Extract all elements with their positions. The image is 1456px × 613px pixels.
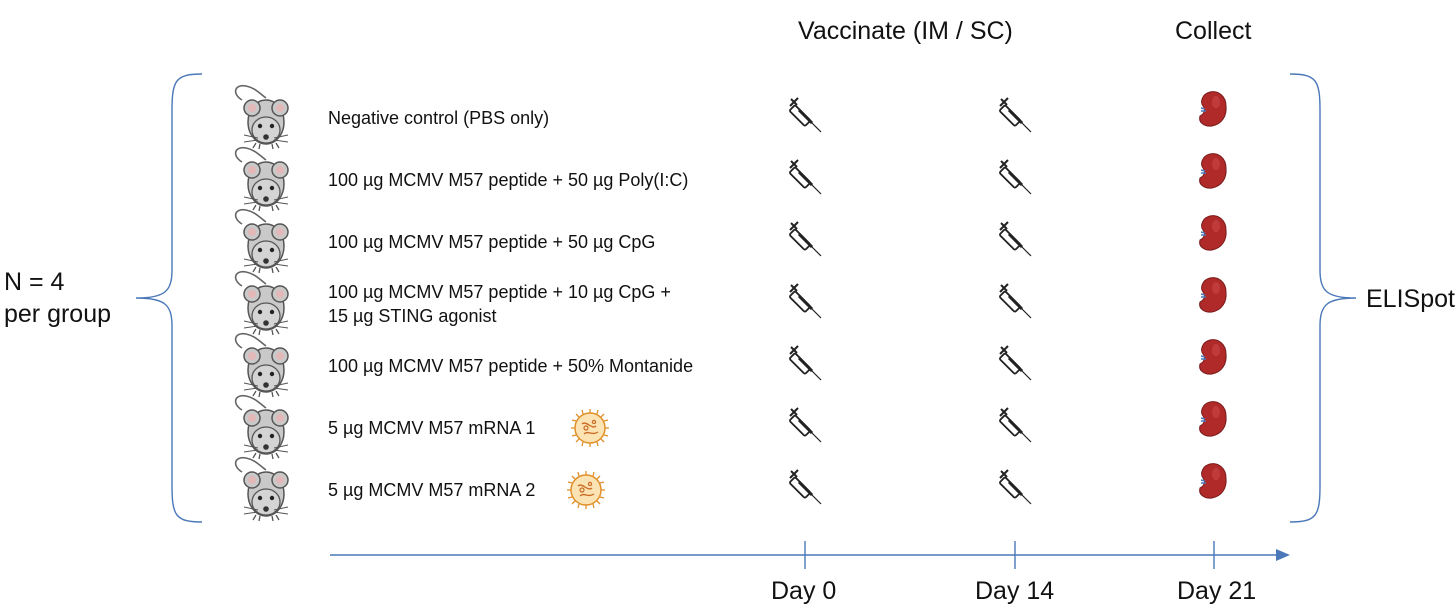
collect-header: Collect	[1175, 17, 1252, 45]
group-size-line-1: N = 4	[4, 268, 65, 296]
spleen-icon	[1198, 152, 1227, 189]
syringe-icon	[787, 468, 823, 506]
syringe-icon	[997, 406, 1033, 444]
group-label-line: 100 µg MCMV M57 peptide + 50% Montanide	[328, 356, 694, 376]
right-bracket	[1289, 73, 1357, 523]
syringe-icon	[997, 158, 1033, 196]
syringe-icon	[787, 406, 823, 444]
syringe-icon	[787, 220, 823, 258]
group-label-line: 5 µg MCMV M57 mRNA 1	[328, 418, 536, 438]
syringe-icon	[997, 344, 1033, 382]
vaccinate-header: Vaccinate (IM / SC)	[798, 17, 1013, 45]
group-label-line: 5 µg MCMV M57 mRNA 2	[328, 480, 536, 500]
mouse-icon	[234, 394, 289, 460]
group-label-line: 100 µg MCMV M57 peptide + 50 µg Poly(I:C…	[328, 170, 689, 190]
lipid-nanoparticle-icon	[570, 408, 610, 448]
mouse-icon	[234, 270, 289, 336]
mouse-icon	[234, 456, 289, 522]
group-size-line-2: per group	[4, 300, 112, 328]
group-label: 100 µg MCMV M57 peptide + 50 µg Poly(I:C…	[328, 168, 688, 192]
group-label: 5 µg MCMV M57 mRNA 2	[328, 478, 535, 502]
day-label-1: Day 14	[975, 577, 1055, 605]
day-label-0: Day 0	[771, 577, 837, 605]
syringe-icon	[787, 96, 823, 134]
syringe-icon	[997, 96, 1033, 134]
mouse-icon	[234, 332, 289, 398]
spleen-icon	[1198, 276, 1227, 313]
group-label: Negative control (PBS only)	[328, 106, 549, 130]
lipid-nanoparticle-icon	[566, 470, 606, 510]
mouse-icon	[234, 208, 289, 274]
group-label: 100 µg MCMV M57 peptide + 10 µg CpG + 15 …	[328, 280, 671, 328]
spleen-icon	[1198, 90, 1227, 127]
mouse-icon	[234, 84, 289, 150]
day-label-2: Day 21	[1177, 577, 1257, 605]
mouse-icon	[234, 146, 289, 212]
spleen-icon	[1198, 338, 1227, 375]
group-size-label: N = 4 per group	[4, 266, 111, 330]
group-label: 100 µg MCMV M57 peptide + 50 µg CpG	[328, 230, 655, 254]
group-label-line: 100 µg MCMV M57 peptide + 10 µg CpG +	[328, 282, 671, 302]
timeline-arrowhead	[1276, 549, 1290, 561]
readout-label: ELISpot	[1366, 285, 1455, 313]
syringe-icon	[787, 344, 823, 382]
syringe-icon	[997, 468, 1033, 506]
group-label: 5 µg MCMV M57 mRNA 1	[328, 416, 535, 440]
group-label-line: 100 µg MCMV M57 peptide + 50 µg CpG	[328, 232, 656, 252]
spleen-icon	[1198, 400, 1227, 437]
group-label: 100 µg MCMV M57 peptide + 50% Montanide	[328, 354, 693, 378]
syringe-icon	[997, 282, 1033, 320]
left-bracket	[135, 73, 203, 523]
syringe-icon	[787, 158, 823, 196]
group-label-line: 15 µg STING agonist	[328, 306, 497, 326]
spleen-icon	[1198, 214, 1227, 251]
syringe-icon	[787, 282, 823, 320]
syringe-icon	[997, 220, 1033, 258]
spleen-icon	[1198, 462, 1227, 499]
group-label-line: Negative control (PBS only)	[328, 108, 550, 128]
